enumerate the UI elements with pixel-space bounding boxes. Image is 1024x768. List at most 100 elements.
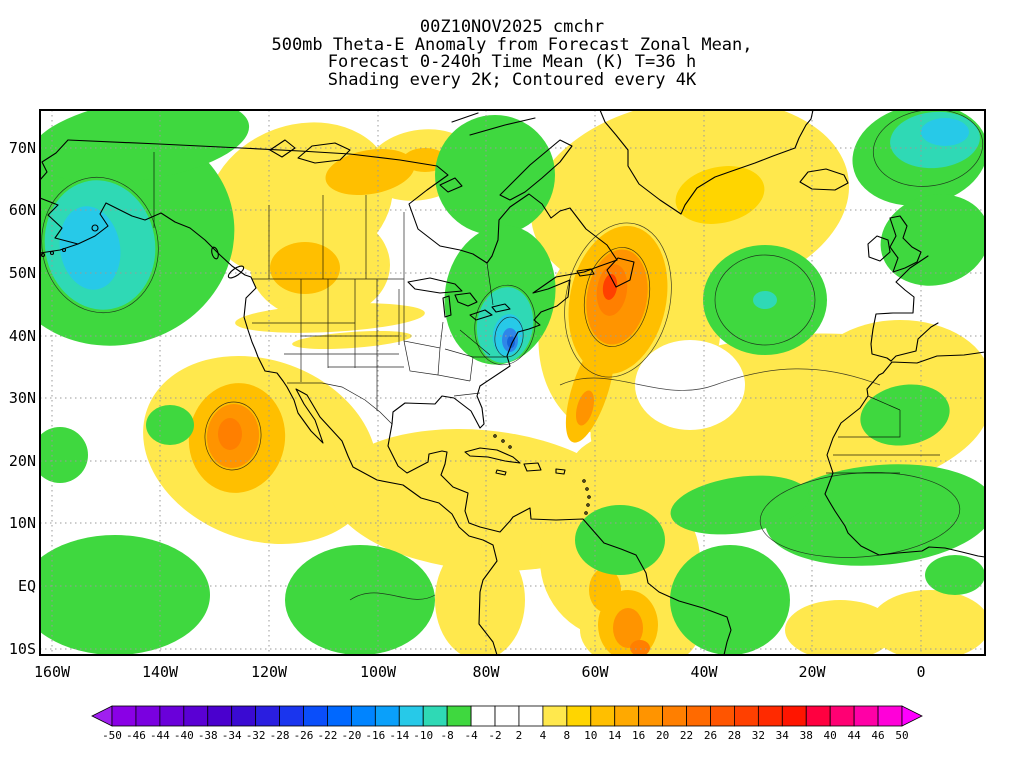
map-plot: 70N 60N 50N 40N 30N 20N 10N EQ 10S 160W … [9, 109, 986, 681]
colorbar-tick-label: -40 [174, 729, 194, 742]
colorbar-tick-label: 16 [632, 729, 645, 742]
colorbar-segment [901, 705, 923, 727]
colorbar-segment [207, 705, 233, 727]
contour-lines-layer [41, 110, 984, 601]
colorbar-tick-label: 26 [704, 729, 717, 742]
lon-tick-label: 160W [34, 663, 71, 681]
lon-axis: 160W 140W 120W 100W 80W 60W 40W 20W 0 [34, 663, 926, 681]
lon-tick-label: 0 [916, 663, 925, 681]
colorbar-tick-label: -20 [341, 729, 361, 742]
colorbar-tick-label: -38 [198, 729, 218, 742]
colorbar-segment [183, 705, 209, 727]
colorbar: -50 -46 -44 -40 -38 -34 -32 -28 -26 -22 -20 -16 -14-… [91, 705, 923, 742]
colorbar-segment [686, 705, 711, 727]
colorbar-segment [805, 705, 831, 727]
colorbar-segment [255, 705, 280, 727]
colorbar-tick-label: 28 [728, 729, 741, 742]
colorbar-tick-label: -8 [441, 729, 454, 742]
colorbar-segment [638, 705, 664, 727]
colorbar-segment [374, 705, 400, 727]
title-line-4: Shading every 2K; Contoured every 4K [328, 70, 697, 90]
lon-tick-label: 40W [690, 663, 718, 681]
colorbar-segment [734, 705, 759, 727]
colorbar-segment [159, 705, 185, 727]
colorbar-tick-label: -50 [102, 729, 122, 742]
lon-tick-label: 100W [360, 663, 397, 681]
title-line-2: 500mb Theta-E Anomaly from Forecast Zona… [271, 35, 752, 55]
colorbar-segment [662, 705, 687, 727]
colorbar-segment [542, 705, 568, 727]
colorbar-tick-label: -2 [488, 729, 501, 742]
colorbar-tick-label: -14 [389, 729, 409, 742]
lon-tick-label: 20W [798, 663, 826, 681]
colorbar-labels: -50 -46 -44 -40 -38 -34 -32 -28 -26 -22 -20 -16 -14-… [102, 729, 909, 742]
colorbar-tick-label: -26 [294, 729, 314, 742]
colorbar-tick-label: 14 [608, 729, 622, 742]
colorbar-tick-label: 10 [584, 729, 597, 742]
colorbar-segment [494, 705, 520, 727]
colorbar-tick-label: 46 [871, 729, 884, 742]
colorbar-tick-label: 22 [680, 729, 693, 742]
colorbar-tick-label: 34 [776, 729, 790, 742]
lat-tick-label: 60N [9, 201, 36, 219]
colorbar-segment [518, 705, 544, 727]
colorbar-segment [135, 705, 161, 727]
colorbar-tick-label: 32 [752, 729, 765, 742]
colorbar-tick-label: 38 [800, 729, 813, 742]
shading-negative-layer [40, 110, 985, 655]
colorbar-segment [327, 705, 352, 727]
colorbar-tick-label: 2 [516, 729, 523, 742]
colorbar-tick-label: -16 [365, 729, 385, 742]
title-line-3: Forecast 0-240h Time Mean (K) T=36 h [328, 52, 696, 72]
gridlines-layer [40, 110, 985, 655]
lat-tick-label: 30N [9, 389, 36, 407]
lat-axis: 70N 60N 50N 40N 30N 20N 10N EQ 10S [9, 139, 36, 658]
colorbar-segment [111, 705, 137, 727]
colorbar-segment [422, 705, 448, 727]
colorbar-tick-label: -44 [150, 729, 170, 742]
colorbar-segment [470, 705, 496, 727]
lat-tick-label: 10S [9, 640, 36, 658]
colorbar-segment [91, 705, 113, 727]
colorbar-segment [853, 705, 879, 727]
lon-tick-label: 140W [142, 663, 179, 681]
colorbar-segment [781, 705, 807, 727]
colorbar-tick-label: -28 [270, 729, 290, 742]
map-frame [39, 109, 986, 656]
lat-tick-label: 50N [9, 264, 36, 282]
colorbar-segment [398, 705, 424, 727]
colorbar-segment [877, 705, 903, 727]
lat-tick-label: 70N [9, 139, 36, 157]
colorbar-segment [231, 705, 257, 727]
title-block: 00Z10NOV2025 cmchr 500mb Theta-E Anomaly… [271, 17, 752, 90]
colorbar-tick-label: 44 [847, 729, 861, 742]
lat-tick-label: 40N [9, 327, 36, 345]
colorbar-segment [829, 705, 855, 727]
colorbar-cells [91, 705, 923, 727]
colorbar-segment [614, 705, 640, 727]
colorbar-segment [303, 705, 328, 727]
title-line-1: 00Z10NOV2025 cmchr [420, 17, 604, 37]
africa-coast [824, 351, 985, 558]
colorbar-segment [566, 705, 592, 727]
lon-tick-label: 60W [581, 663, 609, 681]
colorbar-tick-label: 50 [895, 729, 908, 742]
greenland-coast [599, 110, 814, 215]
lon-tick-label: 120W [251, 663, 288, 681]
lat-tick-label: EQ [18, 577, 36, 595]
colorbar-segment [350, 705, 376, 727]
colorbar-tick-label: -34 [222, 729, 242, 742]
lat-tick-label: 20N [9, 452, 36, 470]
colorbar-tick-label: -32 [246, 729, 266, 742]
colorbar-tick-label: -22 [318, 729, 338, 742]
colorbar-tick-label: -10 [413, 729, 433, 742]
borders-layer [153, 152, 940, 474]
colorbar-segment [757, 705, 783, 727]
colorbar-segment [590, 705, 616, 727]
lon-tick-label: 80W [472, 663, 500, 681]
colorbar-segment [446, 705, 472, 727]
colorbar-tick-label: 4 [540, 729, 547, 742]
coastlines-layer [40, 110, 985, 655]
lat-tick-label: 10N [9, 514, 36, 532]
